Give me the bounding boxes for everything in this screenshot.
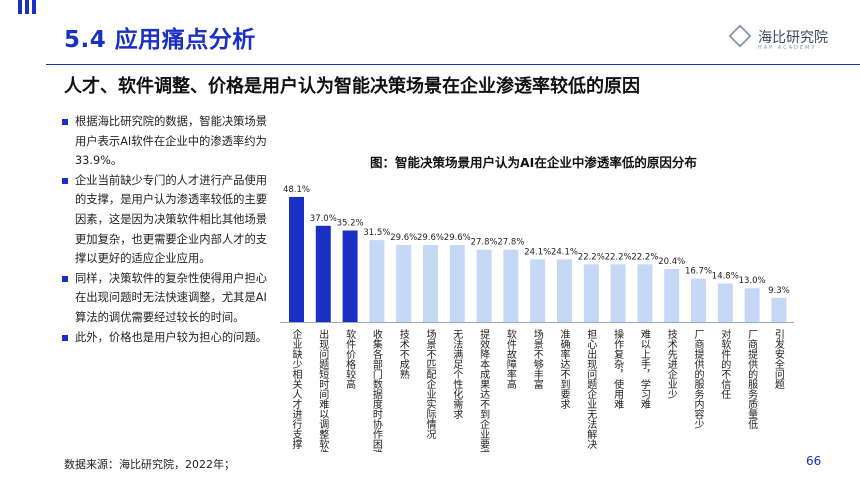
bar [664, 268, 680, 322]
category-label: 技术先进企业少 [665, 328, 677, 399]
bar [369, 240, 385, 322]
data-label: 22.2% [578, 252, 605, 262]
category-label: 引发安全问题 [772, 329, 784, 389]
bar [717, 283, 733, 322]
data-label: 29.6% [417, 233, 444, 243]
bar [449, 245, 465, 322]
bar [476, 249, 492, 322]
data-label: 9.3% [768, 286, 790, 296]
data-label: 27.8% [497, 238, 524, 248]
logo-text: 海比研究院 [758, 30, 828, 46]
bar [637, 264, 653, 322]
category-label: 操作复杂，使用难 [612, 328, 624, 409]
bar [315, 225, 331, 322]
header-divider [46, 64, 860, 65]
data-label: 22.2% [631, 252, 658, 262]
category-label: 对软件的不信任 [719, 328, 731, 400]
data-label: 13.0% [739, 276, 766, 286]
data-label: 29.6% [444, 233, 471, 243]
logo-subtext: HAP ACADEMY [758, 45, 817, 51]
data-label: 48.1% [283, 185, 310, 195]
bullet-item: 企业当前缺少专门的人才进行产品使用的支撑，是用户认为渗透率较低的主要因素，这是因… [62, 171, 272, 269]
bar [503, 249, 519, 322]
bar-chart: 48.1% 企业缺少相关人才进行支撑 37.0% 出现问题短时间难以调整软件 35.2%… [280, 185, 794, 452]
data-label: 20.4% [658, 257, 685, 267]
bullet-item: 同样，决策软件的复杂性使得用户担心在出现问题时无法快速调整，尤其是AI算法的调优… [62, 269, 272, 328]
page-number: 66 [806, 454, 822, 468]
data-label: 24.1% [551, 247, 578, 257]
category-label: 软件故障率高 [504, 328, 516, 390]
category-label: 难以上手，学习难 [638, 329, 650, 409]
data-label: 14.8% [712, 272, 739, 282]
cube-logo-icon [728, 24, 752, 48]
data-label: 37.0% [310, 214, 337, 224]
data-label: 27.8% [471, 238, 498, 248]
bar [289, 196, 304, 322]
bar [557, 259, 572, 322]
section-title: 5.4 应用痛点分析 [64, 27, 256, 53]
data-label: 16.7% [685, 267, 712, 277]
category-label: 收集各部门数据度时协作困难 [370, 328, 382, 452]
category-label: 提效降本成果达不到企业要求 [478, 329, 490, 452]
data-label: 22.2% [605, 252, 632, 262]
bullet-list: 根据海比研究院的数据，智能决策场景用户表示AI软件在企业中的渗透率约为33.9%… [62, 112, 272, 347]
chart-title: 图：智能决策场景用户认为AI在企业中渗透率低的原因分布 [370, 155, 697, 170]
data-source: 数据来源：海比研究院，2022年； [64, 458, 235, 471]
bar [396, 245, 412, 322]
data-label: 24.1% [524, 247, 551, 257]
category-label: 软件价格较高 [344, 328, 356, 390]
bar [744, 288, 760, 322]
bar [583, 264, 599, 322]
bar [342, 230, 358, 322]
bar [771, 297, 787, 322]
category-label: 准确率达不到要求 [558, 329, 570, 409]
category-label: 担心出现问题企业无法解决 [585, 329, 597, 450]
category-label: 无法满足个性化需求 [451, 329, 463, 419]
bar [423, 245, 438, 322]
data-label: 31.5% [363, 228, 390, 238]
data-label: 35.2% [337, 218, 364, 228]
bullet-item: 此外，价格也是用户较为担心的问题。 [62, 328, 272, 348]
category-label: 厂商提供的服务质量低 [746, 329, 758, 430]
data-label: 29.6% [390, 233, 417, 243]
category-label: 场景不够丰富 [531, 328, 543, 390]
category-label: 技术不成熟 [397, 328, 409, 379]
category-label: 出现问题短时间难以调整软件 [317, 328, 329, 452]
bar [691, 278, 706, 322]
category-label: 厂商提供的服务内容少 [692, 329, 704, 429]
page-subtitle: 人才、软件调整、价格是用户认为智能决策场景在企业渗透率较低的原因 [64, 76, 640, 97]
bar [610, 264, 626, 322]
bar [530, 259, 546, 322]
category-label: 企业缺少相关人才进行支撑 [290, 328, 302, 449]
bullet-item: 根据海比研究院的数据，智能决策场景用户表示AI软件在企业中的渗透率约为33.9%… [62, 112, 272, 171]
category-label: 场景不匹配企业实际情况 [424, 328, 436, 440]
